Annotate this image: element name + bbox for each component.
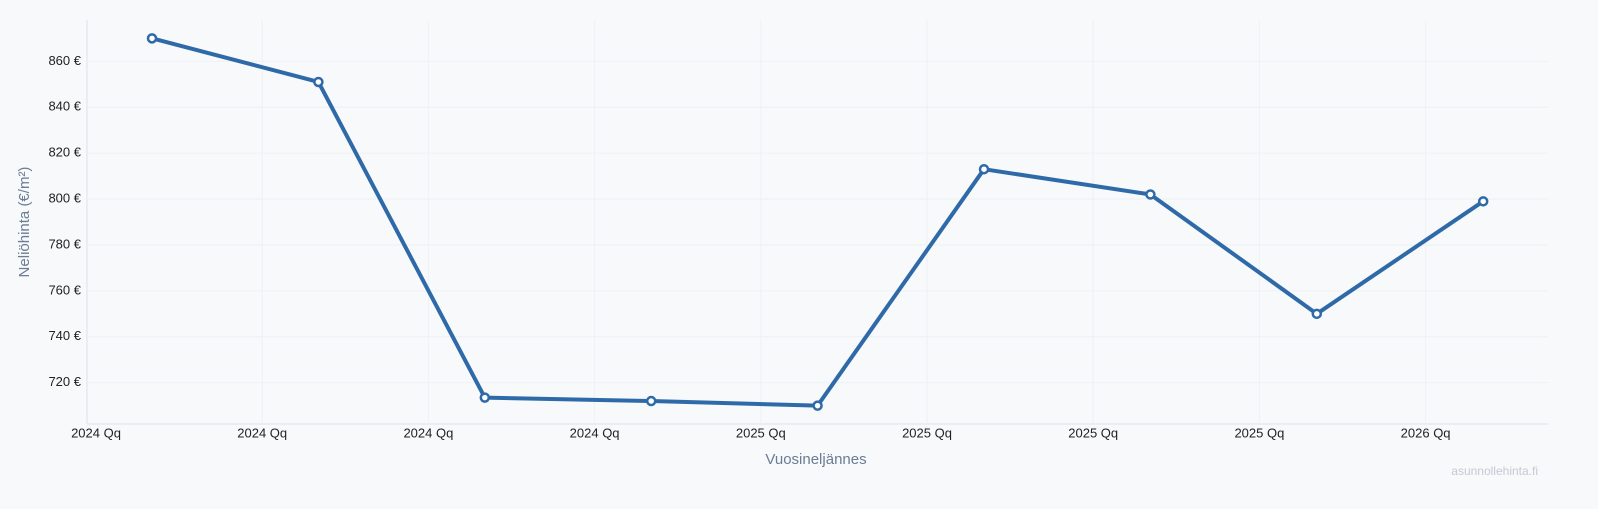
point	[1311, 308, 1323, 320]
x-tick-label: 2026 Qq	[1401, 425, 1451, 440]
line	[151, 36, 1485, 408]
y-tick-label: 840 €	[48, 99, 81, 114]
point	[645, 395, 657, 407]
point	[1477, 196, 1489, 207]
point	[146, 33, 158, 44]
point	[1145, 189, 1156, 200]
x-tick-label: 2024 Qq	[237, 425, 287, 440]
y-tick-label: 780 €	[48, 236, 81, 251]
x-axis-title: Vuosineljännes	[765, 451, 866, 468]
y-tick-label: 760 €	[48, 282, 81, 297]
x-tick-label: 2025 Qq	[1234, 425, 1284, 440]
y-tick-label: 860 €	[48, 53, 81, 68]
x-tick-label: 2024 Qq	[71, 425, 121, 440]
point	[812, 400, 823, 411]
y-tick-label: 720 €	[48, 374, 81, 389]
x-tick-label: 2024 Qq	[570, 425, 620, 440]
x-tick-label: 2024 Qq	[403, 425, 453, 440]
x-tick-label: 2025 Qq	[1068, 425, 1118, 440]
point	[978, 163, 990, 175]
y-tick-label: 740 €	[48, 328, 81, 343]
x-tick-label: 2025 Qq	[736, 425, 786, 440]
point	[313, 76, 324, 88]
y-tick-label: 800 €	[48, 190, 81, 205]
x-tick-label: 2025 Qq	[902, 425, 952, 440]
point	[479, 392, 491, 403]
y-tick-label: 820 €	[48, 145, 81, 160]
y-axis-title: Neliöhinta (€/m²)	[16, 167, 33, 278]
watermark: asunnollehinta.fi	[1451, 464, 1538, 478]
